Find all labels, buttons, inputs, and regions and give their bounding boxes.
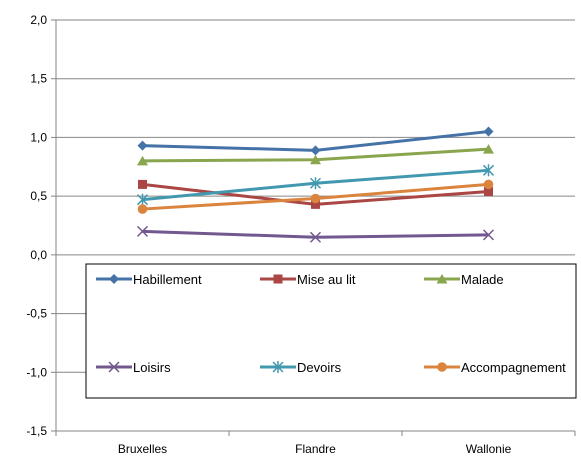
series-accompagnement [137,179,494,214]
data-point [482,229,495,241]
legend: Habillement Mise au lit Malade Loisirs Devoi… [85,263,577,399]
series-habillement [137,126,494,156]
legend-marker [436,274,448,284]
series-mise-au-lit [138,179,493,209]
series-malade [137,144,494,166]
data-point [138,179,147,189]
y-tick-label: 0,5 [30,189,47,203]
y-tick-label: -1,5 [26,424,47,438]
y-tick-label: 1,5 [30,72,47,86]
legend-item: Loisirs [96,360,171,375]
legend-label: Loisirs [133,360,171,375]
x-axis-tick-labels: Bruxelles Flandre Wallonie [118,442,512,456]
data-point [310,145,321,156]
legend-label: Devoirs [297,360,342,375]
data-point [483,126,494,137]
legend-item: Devoirs [260,360,342,375]
data-point [309,177,322,190]
legend-item: Accompagnement [424,360,566,375]
legend-marker [109,274,119,284]
data-point [483,144,494,154]
x-tick-label: Bruxelles [118,442,167,456]
legend-label: Malade [461,272,504,287]
series-devoirs [136,164,495,206]
legend-label: Accompagnement [461,360,566,375]
legend-label: Mise au lit [297,272,356,287]
legend-item: Malade [424,272,504,287]
y-axis-tick-labels: 2,0 1,5 1,0 0,5 0,0 -0,5 -1,0 -1,5 [26,13,47,438]
data-point [482,164,495,177]
data-point [137,204,148,214]
data-point [310,193,321,204]
legend-label: Habillement [133,272,202,287]
legend-item: Habillement [96,272,202,287]
data-point [136,225,149,237]
legend-marker [272,361,284,373]
data-point [137,155,148,166]
x-tick-label: Flandre [295,442,336,456]
y-tick-label: 2,0 [30,13,47,27]
data-point [310,154,321,165]
data-point [136,193,149,206]
y-tick-label: -1,0 [26,365,47,379]
data-point [484,186,493,196]
data-point [309,231,322,243]
legend-marker [108,361,120,373]
x-tick-label: Wallonie [466,442,512,456]
legend-item: Mise au lit [260,272,356,287]
data-point [483,179,494,190]
legend-marker [273,274,283,284]
series-loisirs [136,225,495,243]
data-point [311,199,320,209]
axes [51,19,576,436]
y-tick-label: 1,0 [30,130,47,144]
series-lines [136,126,495,243]
y-tick-label: -0,5 [26,307,47,321]
legend-marker [437,362,447,372]
y-tick-label: 0,0 [30,248,47,262]
data-point [137,140,148,151]
legend-box [85,263,577,399]
